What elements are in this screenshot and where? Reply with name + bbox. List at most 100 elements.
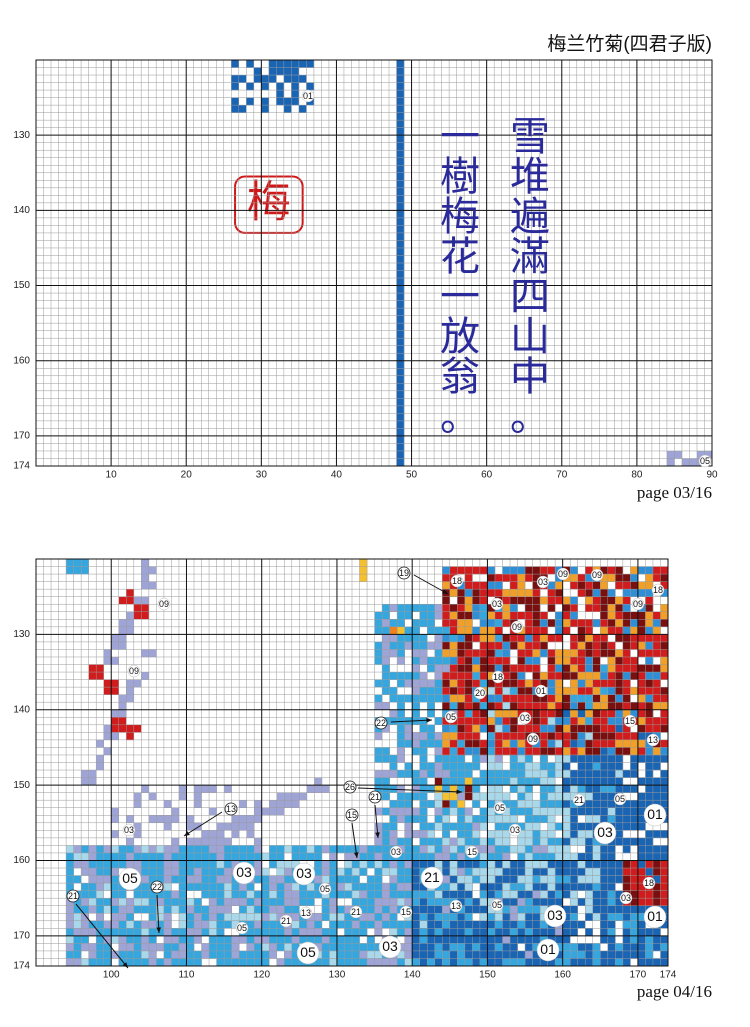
stitch [397, 875, 405, 884]
stitch [396, 90, 405, 98]
stitch [434, 913, 443, 921]
stitch [547, 702, 556, 710]
stitch [397, 770, 405, 778]
stitch [224, 837, 232, 846]
stitch [298, 75, 307, 83]
stitch [645, 830, 654, 839]
stitch [637, 837, 646, 846]
stitch [231, 815, 240, 823]
stitch [419, 747, 428, 756]
stitch [547, 596, 556, 605]
stitch [404, 920, 413, 929]
stitch [171, 837, 180, 846]
stitch [396, 225, 405, 234]
stitch [645, 837, 654, 846]
stitch [532, 913, 541, 921]
stitch [261, 868, 270, 876]
stitch [532, 837, 541, 846]
stitch [231, 822, 240, 831]
stitch [532, 672, 541, 680]
stitch [585, 898, 593, 906]
stitch [397, 800, 405, 808]
stitch [487, 935, 496, 944]
stitch [442, 950, 451, 959]
stitch [141, 868, 150, 876]
stitch [562, 935, 571, 944]
symbol-badge [118, 867, 142, 891]
stitch [382, 656, 390, 665]
stitch [329, 845, 338, 854]
stitch [577, 883, 586, 891]
stitch [615, 634, 624, 643]
stitch [525, 860, 533, 869]
stitch [276, 67, 285, 76]
stitch [81, 777, 89, 786]
y-tick-label: 140 [13, 704, 30, 715]
stitch [547, 890, 556, 899]
stitch [622, 656, 631, 665]
stitch [442, 822, 451, 831]
stitch [645, 890, 654, 899]
stitch [502, 619, 511, 628]
stitch [615, 717, 624, 726]
symbol-badge [642, 876, 656, 890]
stitch [472, 626, 481, 635]
stitch [494, 747, 503, 756]
symbol-label: 01 [536, 686, 546, 696]
y-tick-label: 170 [13, 930, 30, 941]
stitch [224, 852, 232, 861]
stitch [592, 709, 601, 718]
stitch [216, 928, 225, 937]
stitch [111, 807, 119, 816]
stitch [637, 581, 646, 590]
stitch [434, 950, 443, 959]
stitch [73, 860, 82, 869]
stitch [261, 875, 270, 884]
stitch [404, 860, 413, 869]
stitch [525, 687, 533, 695]
stitch [525, 664, 533, 673]
stitch [118, 641, 127, 650]
stitch [555, 928, 563, 937]
stitch [547, 679, 556, 688]
stitch [479, 822, 488, 831]
stitch [231, 830, 240, 839]
stitch [540, 702, 548, 710]
stitch [540, 672, 548, 680]
stitch [494, 702, 503, 710]
stitch [660, 890, 669, 899]
stitch [246, 943, 255, 952]
stitch [382, 905, 390, 914]
stitch [532, 589, 541, 597]
stitch [645, 747, 654, 756]
stitch [412, 619, 420, 628]
stitch [487, 574, 496, 582]
stitch [148, 875, 157, 884]
stitch [494, 852, 503, 861]
x-tick-label: 40 [331, 470, 343, 481]
stitch [344, 935, 353, 944]
stitch [577, 950, 586, 959]
stitch [637, 845, 646, 854]
stitch [276, 913, 285, 921]
stitch [479, 672, 488, 680]
stitch [314, 890, 323, 899]
stitch [201, 860, 210, 869]
stitch [321, 860, 330, 869]
stitch [645, 694, 654, 703]
stitch [525, 830, 533, 839]
stitch [352, 950, 360, 959]
stitch [276, 97, 285, 106]
stitch [562, 596, 571, 605]
symbol-label: 05 [320, 884, 330, 894]
stitch [607, 913, 616, 921]
stitch [570, 702, 578, 710]
stitch [434, 958, 443, 967]
stitch [396, 375, 405, 384]
stitch [434, 928, 443, 937]
stitch [374, 747, 383, 756]
stitch [186, 845, 195, 854]
stitch [81, 883, 89, 891]
stitch [517, 672, 526, 680]
symbol-label: 09 [159, 599, 169, 609]
